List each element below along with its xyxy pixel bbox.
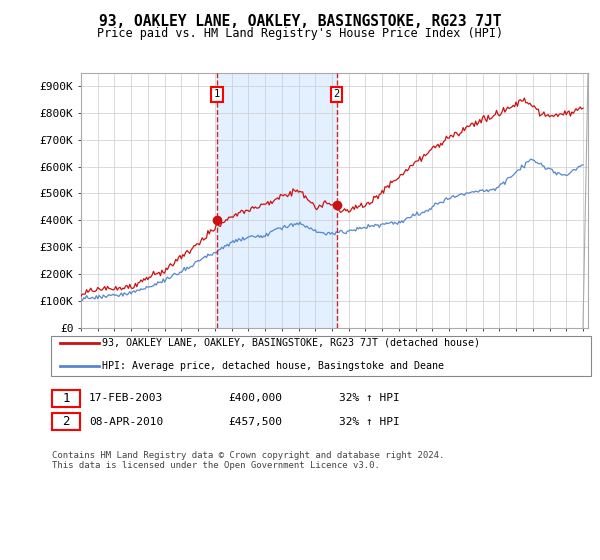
Text: Price paid vs. HM Land Registry's House Price Index (HPI): Price paid vs. HM Land Registry's House … [97,27,503,40]
Text: HPI: Average price, detached house, Basingstoke and Deane: HPI: Average price, detached house, Basi… [102,361,444,371]
Text: 17-FEB-2003: 17-FEB-2003 [89,393,163,403]
Text: Contains HM Land Registry data © Crown copyright and database right 2024.
This d: Contains HM Land Registry data © Crown c… [52,451,444,470]
Text: 1: 1 [214,89,220,99]
Text: 08-APR-2010: 08-APR-2010 [89,417,163,427]
Text: £457,500: £457,500 [228,417,282,427]
Text: 1: 1 [62,391,70,405]
Text: 2: 2 [334,89,340,99]
Text: 93, OAKLEY LANE, OAKLEY, BASINGSTOKE, RG23 7JT (detached house): 93, OAKLEY LANE, OAKLEY, BASINGSTOKE, RG… [102,338,480,348]
Text: 32% ↑ HPI: 32% ↑ HPI [339,393,400,403]
Bar [217,73,337,328]
Text: 2: 2 [62,415,70,428]
Text: 93, OAKLEY LANE, OAKLEY, BASINGSTOKE, RG23 7JT: 93, OAKLEY LANE, OAKLEY, BASINGSTOKE, RG… [99,14,501,29]
Text: £400,000: £400,000 [228,393,282,403]
Text: 32% ↑ HPI: 32% ↑ HPI [339,417,400,427]
